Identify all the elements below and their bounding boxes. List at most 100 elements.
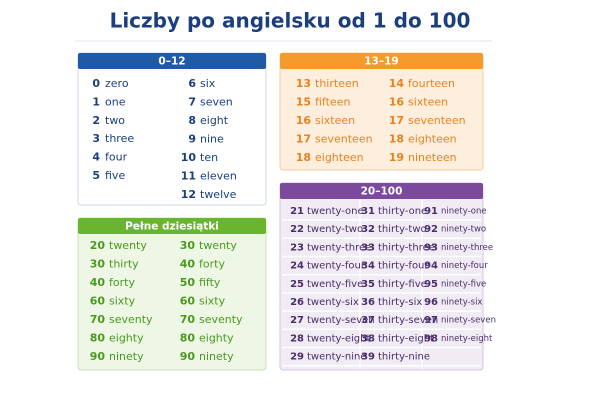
panel-title: 20–100: [361, 186, 403, 198]
word: twenty-two: [307, 224, 363, 235]
word: twenty-one: [307, 206, 364, 217]
word: sixteen: [315, 114, 355, 127]
word: fifteen: [315, 96, 350, 109]
number: 39: [361, 352, 375, 363]
panel: [77, 217, 267, 371]
word: six: [200, 77, 216, 90]
number: 37: [361, 315, 375, 326]
word: two: [105, 114, 125, 127]
number: 91: [424, 206, 438, 217]
number: 38: [361, 333, 375, 344]
word: ninety-four: [441, 261, 488, 271]
number: 4: [92, 151, 100, 164]
word: thirty-two: [378, 224, 427, 235]
word: twenty-nine: [307, 352, 366, 363]
number: 80: [180, 332, 196, 345]
word: zero: [105, 77, 129, 90]
word: thirty-six: [378, 297, 422, 308]
number: 70: [180, 313, 196, 326]
number: 27: [290, 315, 304, 326]
number: 80: [90, 332, 106, 345]
word: three: [105, 132, 134, 145]
number: 5: [92, 169, 100, 182]
number: 18: [389, 133, 404, 146]
word: sixty: [199, 295, 226, 308]
number: 90: [90, 350, 106, 363]
number: 60: [90, 295, 106, 308]
word: ninety: [199, 350, 234, 363]
number: 90: [180, 350, 196, 363]
number: 29: [290, 352, 304, 363]
number: 26: [290, 297, 304, 308]
word: twelve: [200, 188, 237, 201]
number: 98: [424, 333, 438, 344]
word: eighty: [199, 332, 234, 345]
word: ninety-five: [441, 279, 486, 289]
word: seventy: [109, 313, 153, 326]
word: twenty-three: [307, 242, 371, 253]
number: 32: [361, 224, 375, 235]
number: 70: [90, 313, 106, 326]
number: 22: [290, 224, 304, 235]
word: fifty: [199, 276, 221, 289]
word: thirty-one: [378, 206, 427, 217]
panel-title: 13–19: [364, 56, 398, 68]
word: eighteen: [408, 133, 457, 146]
number: 30: [180, 239, 196, 252]
number: 93: [424, 242, 438, 253]
word: ten: [200, 151, 218, 164]
number: 18: [296, 151, 311, 164]
number: 21: [290, 206, 304, 217]
word: ninety-seven: [441, 316, 496, 326]
number: 40: [180, 258, 196, 271]
number: 10: [181, 151, 197, 164]
number: 11: [181, 170, 196, 183]
panel-header: [280, 183, 483, 199]
number: 94: [424, 261, 438, 272]
word: thirteen: [315, 77, 359, 90]
number: 23: [290, 242, 304, 253]
word: ninety-three: [441, 243, 493, 253]
number: 95: [424, 279, 438, 290]
word: thirty-four: [378, 261, 429, 272]
word: eight: [200, 114, 229, 127]
number: 6: [188, 77, 196, 90]
word: seven: [200, 96, 233, 109]
word: twenty: [109, 239, 147, 252]
word: eighteen: [315, 151, 364, 164]
word: thirty-seven: [378, 315, 438, 326]
number: 96: [424, 297, 438, 308]
number: 92: [424, 224, 438, 235]
number: 33: [361, 242, 375, 253]
word: eleven: [200, 170, 237, 183]
panel-title: Pełne dziesiątki: [125, 221, 219, 233]
number: 12: [181, 188, 196, 201]
word: seventeen: [408, 114, 466, 127]
number: 97: [424, 315, 438, 326]
number: 60: [180, 295, 196, 308]
word: thirty-five: [378, 279, 427, 290]
title: Liczby po angielsku od 1 do 100: [110, 9, 471, 33]
number: 0: [92, 77, 100, 90]
panel-header: [280, 53, 483, 69]
word: forty: [109, 276, 135, 289]
number: 30: [90, 258, 106, 271]
number: 17: [296, 133, 311, 146]
number: 16: [296, 114, 312, 127]
number: 8: [188, 114, 196, 127]
word: twenty-four: [307, 261, 366, 272]
word: nine: [200, 133, 224, 146]
number: 28: [290, 333, 304, 344]
word: twenty: [199, 239, 237, 252]
word: sixty: [109, 295, 136, 308]
word: ninety-two: [441, 225, 486, 235]
word: ninety-six: [441, 298, 482, 308]
word: ninety: [109, 350, 144, 363]
number: 14: [389, 77, 405, 90]
number: 31: [361, 206, 375, 217]
word: twenty-five: [307, 279, 363, 290]
word: thirty: [109, 258, 139, 271]
word: fourteen: [408, 77, 455, 90]
number: 20: [90, 239, 106, 252]
